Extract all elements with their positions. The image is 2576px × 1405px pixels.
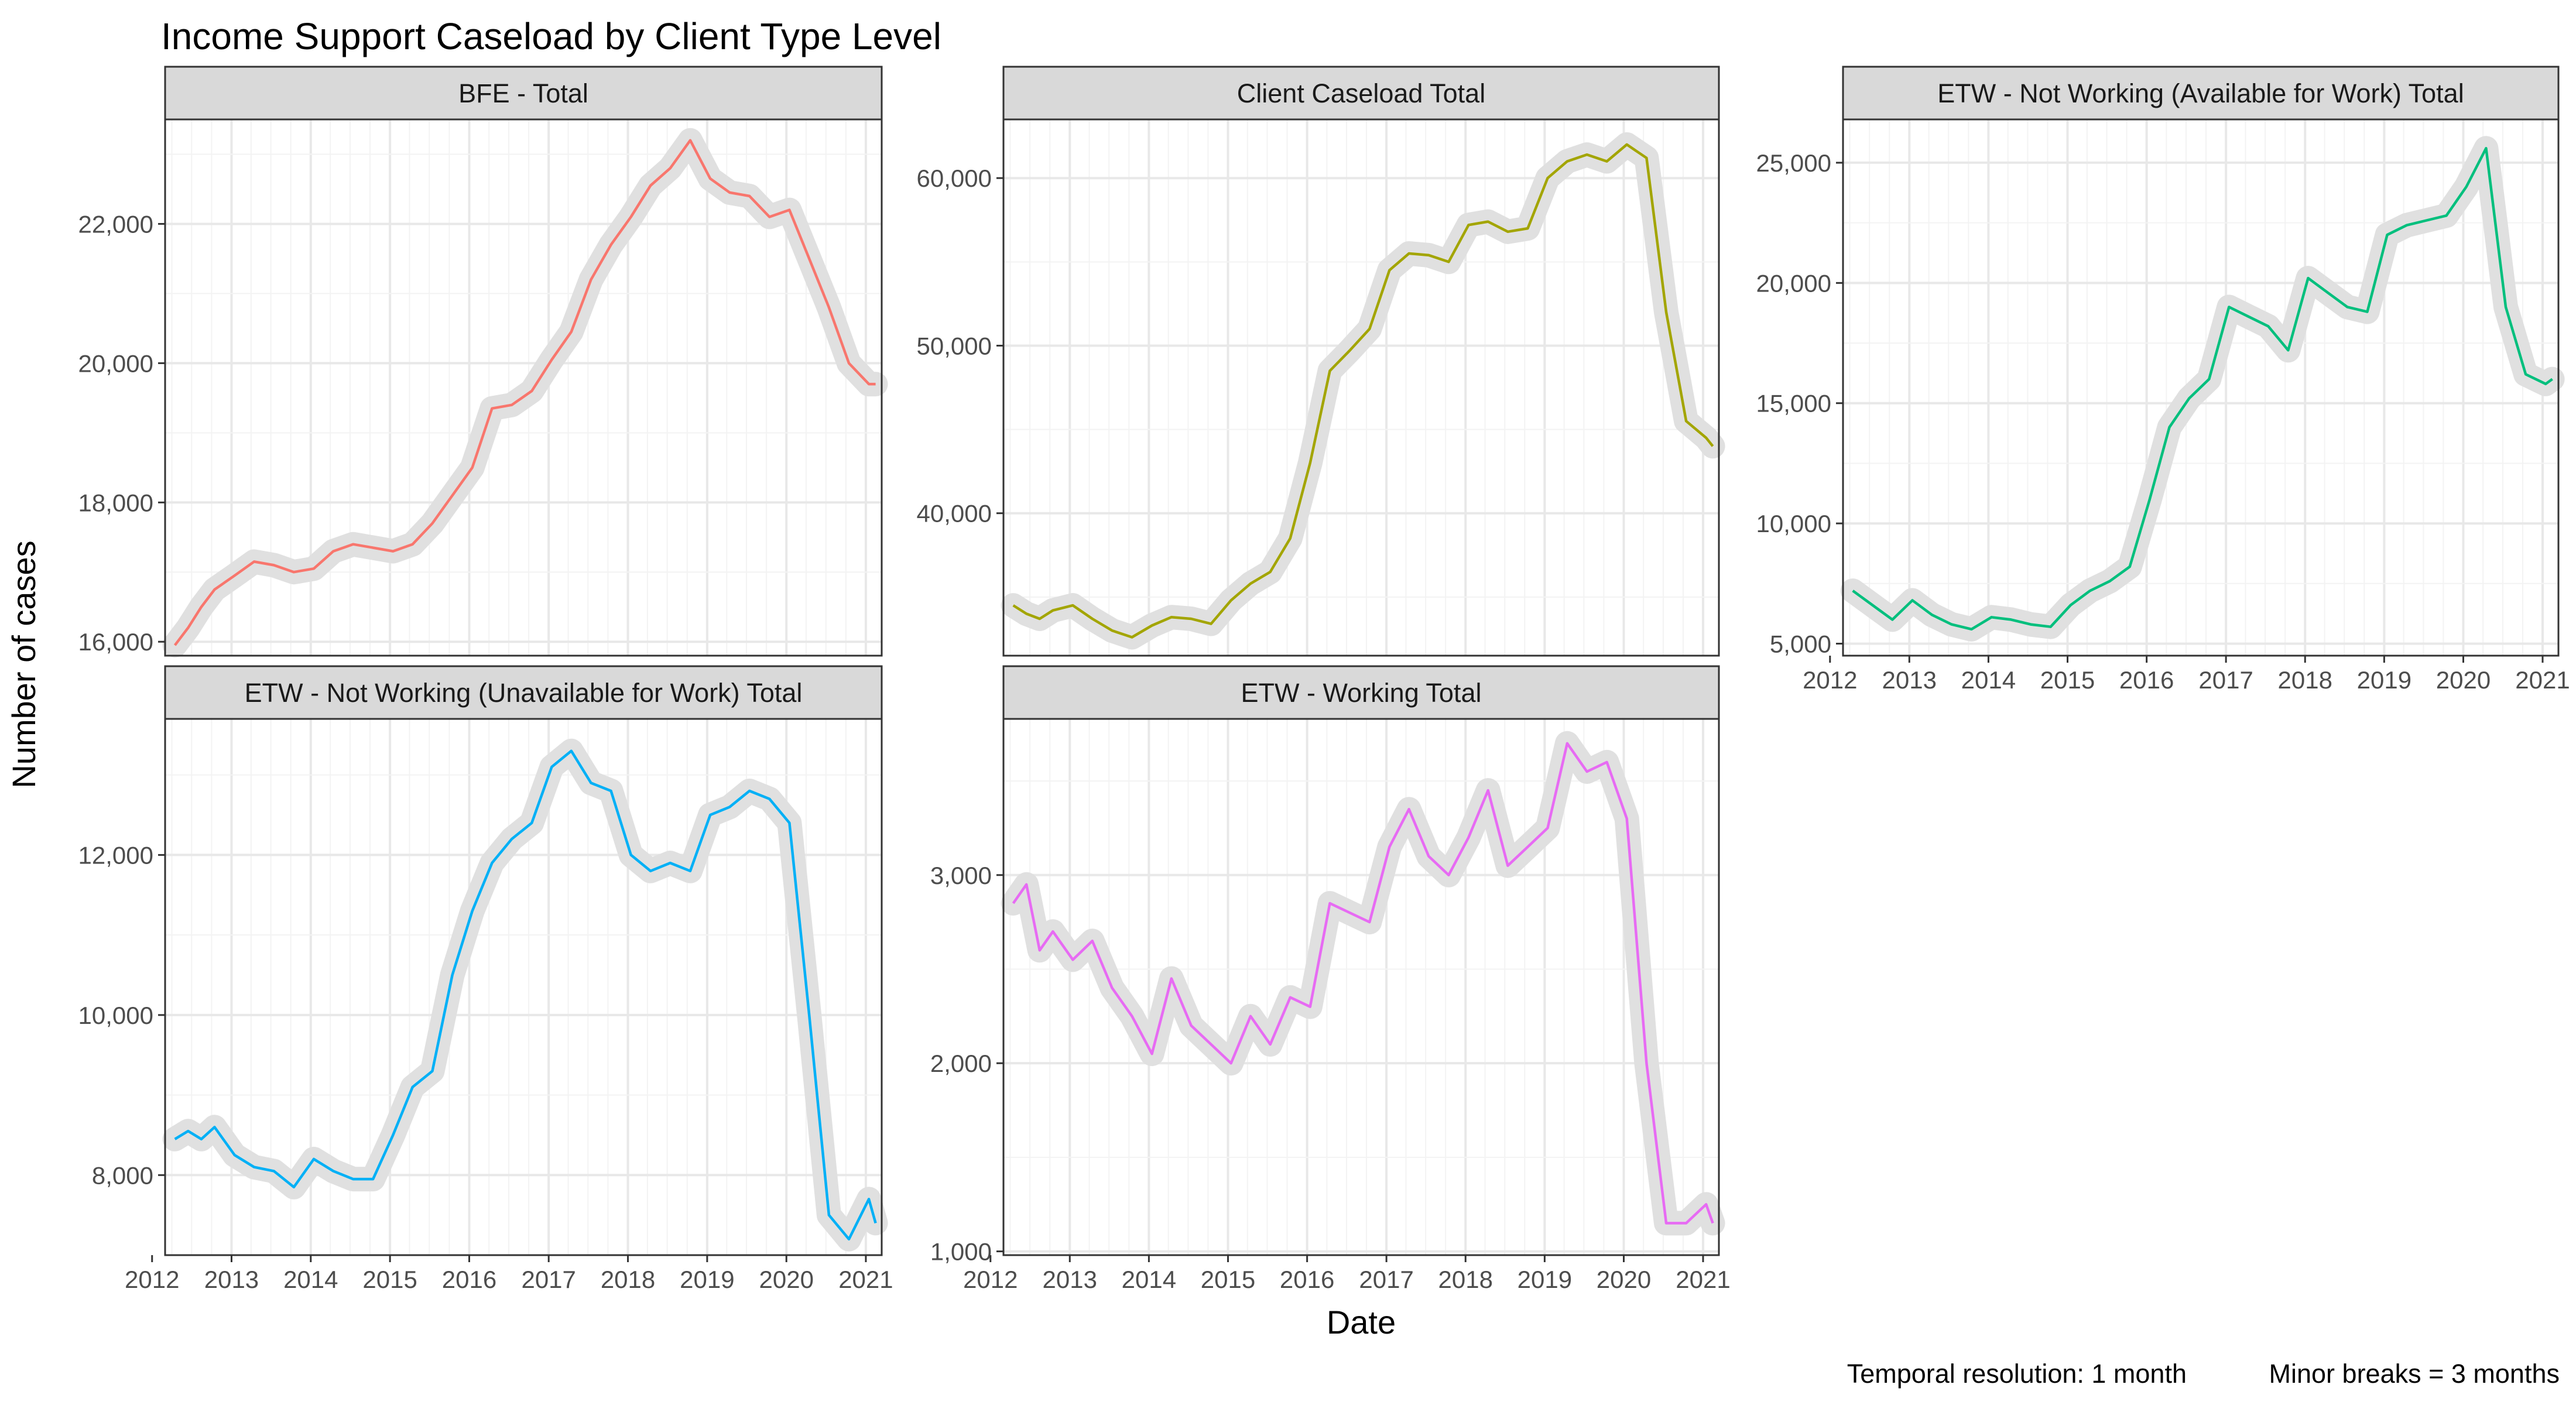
panel-border <box>164 118 883 657</box>
facet-panel: Client Caseload Total 40,000 50,000 60,000 <box>917 66 1725 657</box>
facet-strip <box>164 66 883 121</box>
y-tick-label: 10,000 <box>78 1002 153 1029</box>
series-line <box>1012 143 1714 639</box>
facet-strip-label: ETW - Working Total <box>1241 678 1482 708</box>
x-tick-label: 2016 <box>2119 666 2174 694</box>
y-tick-label: 16,000 <box>78 628 153 656</box>
x-tick-label: 2016 <box>442 1266 496 1293</box>
y-tick-label: 12,000 <box>78 841 153 869</box>
x-tick-label: 2015 <box>2040 666 2095 694</box>
y-tick-label: 10,000 <box>1756 510 1831 537</box>
caption-temporal-resolution: Temporal resolution: 1 month <box>1847 1359 2187 1389</box>
x-tick-label: 2015 <box>362 1266 417 1293</box>
x-tick-label: 2019 <box>2357 666 2411 694</box>
facet-panel: ETW - Not Working (Unavailable for Work)… <box>78 665 893 1293</box>
series-line <box>174 749 877 1240</box>
x-tick-label: 2019 <box>680 1266 734 1293</box>
facet-strip <box>1002 66 1720 121</box>
x-tick-label: 2018 <box>2278 666 2332 694</box>
facet-strip <box>164 665 883 720</box>
chart-title: Income Support Caseload by Client Type L… <box>161 15 941 57</box>
x-tick-label: 2019 <box>1517 1266 1572 1293</box>
y-axis-title: Number of cases <box>5 540 42 788</box>
x-tick-label: 2017 <box>2198 666 2253 694</box>
y-tick-label: 20,000 <box>1756 269 1831 297</box>
x-tick-label: 2014 <box>1961 666 2016 694</box>
facet-strip-label: BFE - Total <box>458 78 588 108</box>
panel-border <box>1002 718 1720 1256</box>
x-tick-label: 2016 <box>1280 1266 1334 1293</box>
y-tick-label: 25,000 <box>1756 149 1831 177</box>
x-tick-label: 2012 <box>125 1266 179 1293</box>
x-tick-label: 2021 <box>1676 1266 1730 1293</box>
y-tick-label: 60,000 <box>917 165 992 192</box>
y-tick-label: 2,000 <box>930 1050 992 1077</box>
y-tick-label: 18,000 <box>78 489 153 516</box>
x-tick-label: 2013 <box>204 1266 259 1293</box>
facet-strip <box>1842 66 2560 121</box>
series-line <box>173 139 876 646</box>
x-tick-label: 2020 <box>759 1266 814 1293</box>
y-tick-label: 1,000 <box>930 1238 992 1266</box>
x-tick-label: 2017 <box>1359 1266 1413 1293</box>
series-line <box>1012 742 1714 1225</box>
facet-panel: ETW - Working Total 1,000 2,000 3,000 2012 20… <box>930 665 1731 1293</box>
facet-strip-label: ETW - Not Working (Available for Work) T… <box>1937 78 2464 108</box>
facet-panel: BFE - Total 16,000 18,000 20,000 22,000 <box>78 66 888 658</box>
x-tick-label: 2012 <box>963 1266 1018 1293</box>
facet-strip-label: Client Caseload Total <box>1237 78 1485 108</box>
x-tick-label: 2013 <box>1882 666 1937 694</box>
y-tick-label: 8,000 <box>92 1161 153 1189</box>
x-tick-label: 2015 <box>1201 1266 1255 1293</box>
x-tick-label: 2020 <box>2436 666 2491 694</box>
x-tick-label: 2021 <box>838 1266 893 1293</box>
caption-minor-breaks: Minor breaks = 3 months <box>2269 1359 2560 1389</box>
y-tick-label: 20,000 <box>78 349 153 377</box>
facet-panels: BFE - Total 16,000 18,000 20,000 22,000 Clien… <box>78 66 2570 1293</box>
x-tick-label: 2014 <box>283 1266 338 1293</box>
x-tick-label: 2021 <box>2515 666 2570 694</box>
x-tick-label: 2018 <box>601 1266 655 1293</box>
facet-strip-label: ETW - Not Working (Unavailable for Work)… <box>245 678 803 708</box>
y-tick-label: 15,000 <box>1756 390 1831 417</box>
panel-border <box>1842 118 2560 657</box>
x-tick-label: 2014 <box>1122 1266 1176 1293</box>
x-tick-label: 2012 <box>1803 666 1857 694</box>
series-line <box>1852 147 2553 631</box>
facet-panel: ETW - Not Working (Available for Work) T… <box>1756 66 2570 694</box>
panel-background <box>1003 119 1719 656</box>
y-tick-label: 22,000 <box>78 210 153 238</box>
panel-border <box>1002 118 1720 657</box>
x-axis-title: Date <box>1327 1304 1396 1341</box>
y-tick-label: 5,000 <box>1770 630 1831 657</box>
x-tick-label: 2013 <box>1043 1266 1097 1293</box>
x-tick-label: 2017 <box>521 1266 576 1293</box>
x-tick-label: 2020 <box>1597 1266 1651 1293</box>
y-tick-label: 3,000 <box>930 862 992 889</box>
panel-border <box>164 718 883 1256</box>
facet-strip <box>1002 665 1720 720</box>
y-tick-label: 40,000 <box>917 500 992 527</box>
x-tick-label: 2018 <box>1438 1266 1493 1293</box>
y-tick-label: 50,000 <box>917 332 992 359</box>
